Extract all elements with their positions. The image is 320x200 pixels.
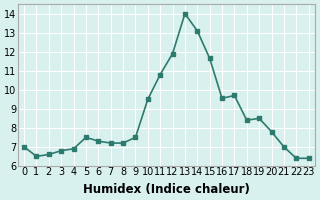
X-axis label: Humidex (Indice chaleur): Humidex (Indice chaleur) — [83, 183, 250, 196]
